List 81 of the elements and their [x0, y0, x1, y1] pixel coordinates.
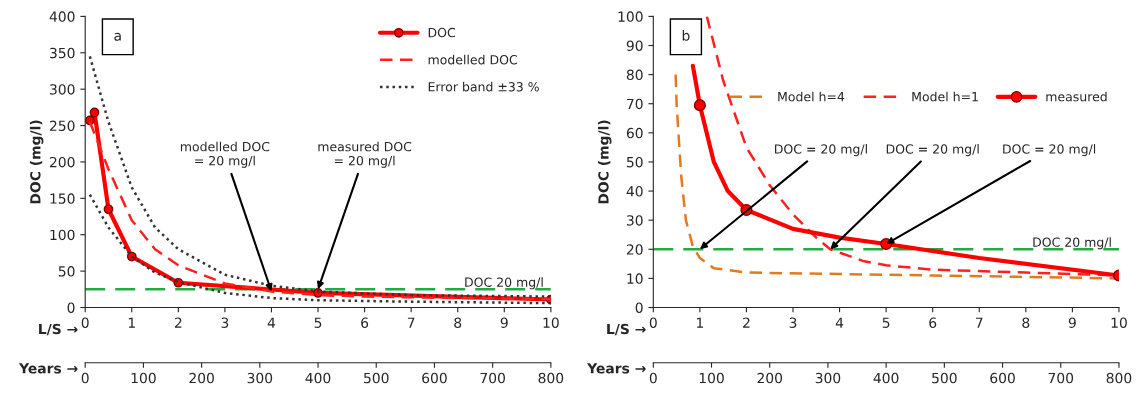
x-tick-label: 3	[789, 317, 797, 328]
x2-tick-label: 800	[1106, 372, 1132, 384]
x2-tick-label: 600	[990, 372, 1015, 384]
y-tick-label: 0	[635, 302, 643, 313]
x-tick-label: 0	[649, 317, 657, 328]
x-tick-label: 6	[361, 317, 369, 328]
y-tick-label: 300	[50, 84, 75, 95]
y-tick-label: 40	[626, 186, 643, 197]
y-tick-label: 100	[50, 229, 75, 241]
y-tick-label: 50	[626, 156, 643, 168]
x-tick-label: 4	[267, 317, 276, 328]
x-tick-label: 1	[696, 317, 703, 328]
annotation: measured DOC = 20 mg/l	[318, 141, 412, 168]
x2-tick-label: 500	[932, 372, 957, 384]
x2-tick-label: 300	[247, 372, 273, 384]
annotation: DOC = 20 mg/l	[886, 144, 979, 157]
x-tick-label: 9	[1068, 317, 1076, 328]
x-tick-label: 5	[882, 317, 890, 328]
legend-label: Model h=1	[912, 91, 978, 102]
x-tick-label: 6	[929, 317, 937, 328]
y-tick-label: 90	[626, 40, 643, 51]
x2-tick-label: 700	[480, 372, 505, 384]
x-tick-label: 9	[500, 317, 508, 328]
x-tick-label: 5	[314, 317, 322, 328]
x2-tick-label: 300	[815, 372, 841, 384]
x2-tick-label: 100	[131, 372, 156, 384]
x-tick-label: 7	[975, 317, 983, 328]
x2-tick-label: 200	[189, 372, 214, 384]
x2-axis-title: Years →	[18, 363, 78, 374]
y-tick-label: 80	[626, 69, 643, 81]
legend-label: Error band ±33 %	[428, 81, 539, 92]
x2-tick-label: 200	[757, 372, 783, 384]
annotation: modelled DOC = 20 mg/l	[180, 141, 270, 168]
x2-tick-label: 0	[81, 372, 89, 384]
x2-tick-label: 100	[699, 372, 724, 384]
annotation: a	[114, 32, 121, 41]
x-axis-title: L/S →	[607, 323, 646, 336]
x-tick-label: 10	[1111, 317, 1127, 328]
legend-label: measured	[1046, 91, 1107, 102]
x2-tick-label: 400	[305, 372, 331, 384]
annotation: DOC = 20 mg/l	[1003, 144, 1096, 157]
y-tick-label: 60	[626, 127, 643, 139]
y-tick-label: 250	[49, 120, 75, 132]
x-tick-label: 8	[1022, 317, 1030, 328]
y-tick-label: 10	[627, 273, 643, 284]
x2-tick-label: 500	[364, 372, 389, 384]
y-tick-label: 50	[58, 266, 75, 277]
legend-label: DOC	[428, 27, 456, 38]
legend-label: Model h=4	[778, 91, 845, 102]
y-tick-label: 20	[626, 244, 643, 255]
ref-line-label: DOC 20 mg/l	[465, 277, 543, 290]
y-tick-label: 0	[67, 302, 75, 313]
legend-label: modelled DOC	[428, 54, 518, 65]
ref-line-label: DOC 20 mg/l	[1033, 237, 1111, 250]
y-tick-label: 400	[49, 11, 75, 22]
y-tick-label: 200	[49, 156, 75, 168]
x-tick-label: 3	[221, 317, 229, 328]
annotation: DOC = 20 mg/l	[775, 144, 867, 157]
y-tick-label: 30	[626, 215, 643, 226]
x2-tick-label: 400	[873, 372, 899, 384]
x-tick-label: 0	[81, 317, 89, 328]
y-tick-label: 350	[50, 47, 75, 59]
x2-tick-label: 600	[422, 372, 447, 384]
y-axis-title: DOC (mg/l)	[29, 120, 44, 204]
x2-tick-label: 0	[649, 372, 657, 384]
y-tick-label: 150	[50, 193, 75, 204]
annotation: b	[682, 30, 690, 41]
x-tick-label: 2	[743, 317, 750, 328]
x-tick-label: 2	[174, 317, 182, 328]
x-axis-title: L/S →	[39, 323, 78, 336]
x2-axis-title: Years →	[587, 363, 646, 374]
x-tick-label: 1	[128, 317, 135, 328]
x2-tick-label: 700	[1048, 372, 1074, 384]
x2-tick-label: 800	[538, 372, 564, 384]
y-tick-label: 100	[618, 11, 643, 22]
x-tick-label: 7	[407, 317, 415, 328]
x-tick-label: 4	[835, 317, 844, 328]
x-tick-label: 10	[543, 317, 559, 328]
x-tick-label: 8	[454, 317, 462, 328]
y-tick-label: 70	[627, 98, 643, 110]
y-axis-title: DOC (mg/l)	[597, 120, 612, 204]
